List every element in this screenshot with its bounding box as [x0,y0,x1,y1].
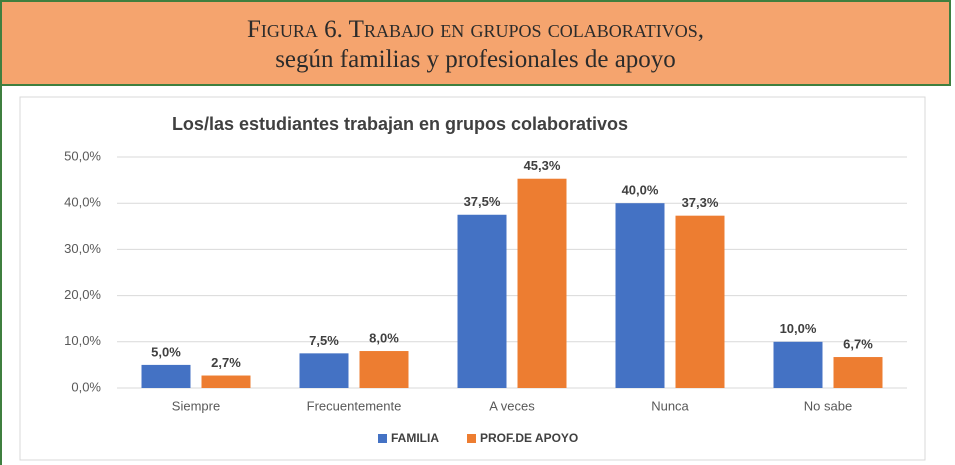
value-label: 2,7% [211,355,241,370]
x-tick-label: A veces [489,398,535,413]
value-label: 7,5% [309,333,339,348]
figure-caption: Figura 6. Trabajo en grupos colaborativo… [0,0,951,86]
value-label: 6,7% [843,336,873,351]
legend-swatch [467,434,476,443]
legend-swatch [378,434,387,443]
y-tick-label: 0,0% [71,379,101,394]
value-label: 45,3% [524,158,561,173]
value-label: 5,0% [151,344,181,359]
chart-title: Los/las estudiantes trabajan en grupos c… [172,114,628,134]
x-tick-label: Frecuentemente [307,398,402,413]
y-tick-label: 10,0% [64,333,101,348]
bar [201,375,251,388]
caption-line: según familias y profesionales de apoyo [275,46,676,73]
value-label: 37,3% [682,195,719,210]
bar [457,214,507,388]
bar [615,203,665,388]
bar [359,351,409,388]
x-tick-label: Nunca [651,398,689,413]
value-label: 10,0% [780,321,817,336]
bar [773,341,823,388]
x-tick-label: No sabe [804,398,852,413]
value-label: 8,0% [369,330,399,345]
bar [833,357,883,388]
value-label: 37,5% [464,194,501,209]
y-tick-label: 20,0% [64,287,101,302]
y-tick-label: 40,0% [64,195,101,210]
bar [517,178,567,388]
bar [141,364,191,388]
caption-line: Figura 6. Trabajo en grupos colaborativo… [246,16,704,43]
value-label: 40,0% [622,183,659,198]
y-tick-label: 50,0% [64,148,101,163]
bar [299,353,349,388]
legend-label: PROF.DE APOYO [480,431,578,445]
legend-label: FAMILIA [391,431,439,445]
border [0,86,2,465]
bar [675,215,725,388]
y-tick-label: 30,0% [64,241,101,256]
x-tick-label: Siempre [172,398,220,413]
